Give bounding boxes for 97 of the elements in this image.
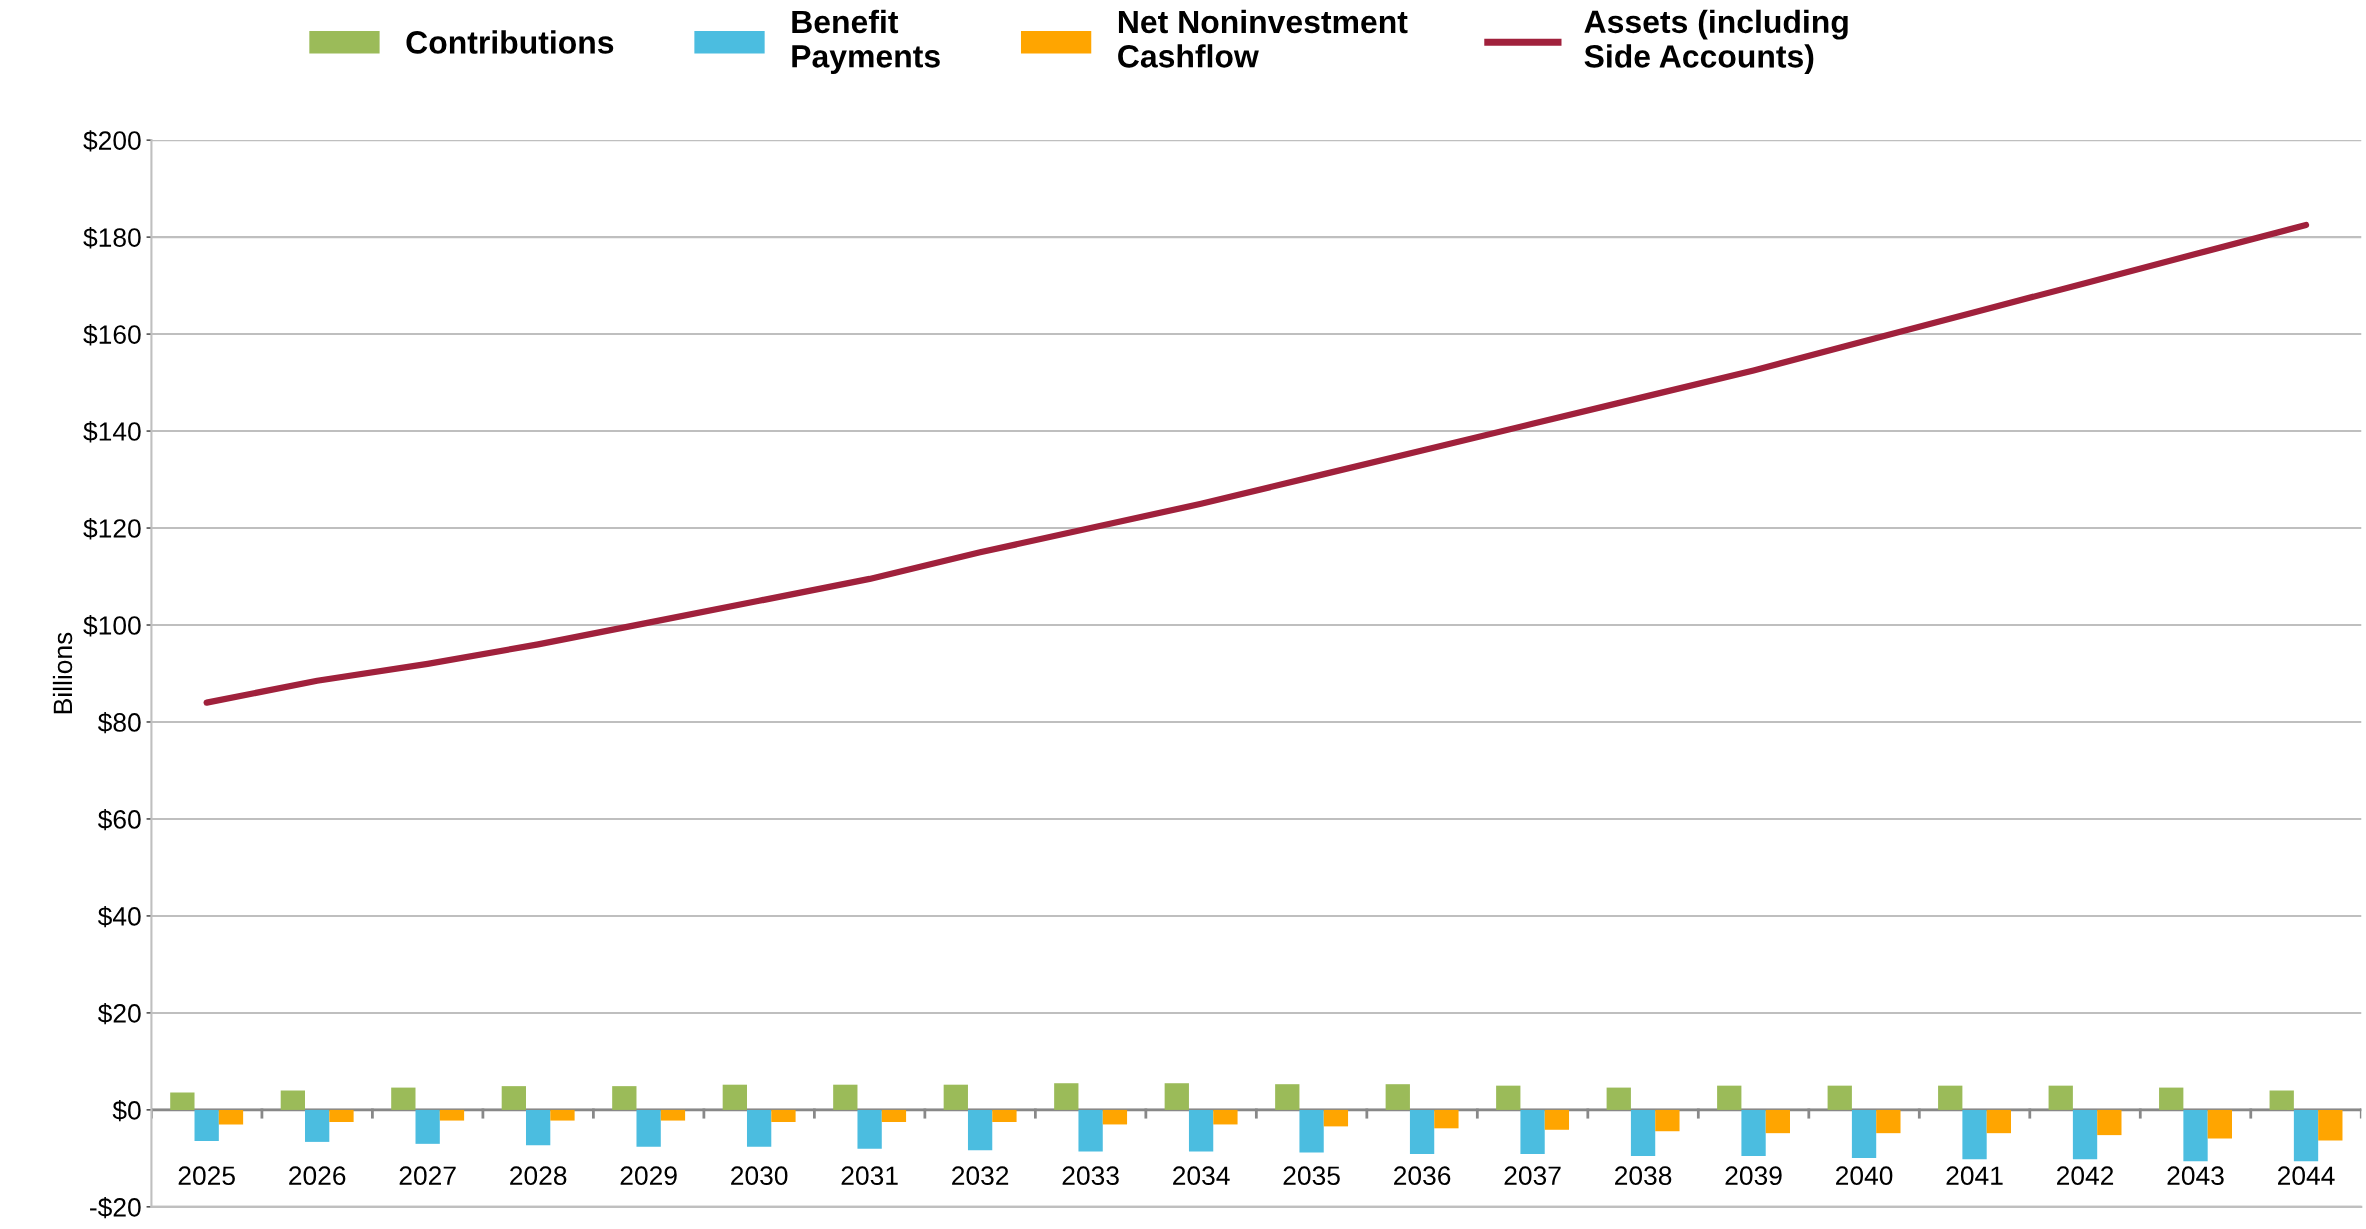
bar <box>1827 1085 1852 1110</box>
bar <box>1520 1109 1545 1155</box>
x-tick-label: 2029 <box>620 1166 677 1186</box>
bar <box>881 1109 907 1123</box>
legend-label: Net Noninvestment Cashflow <box>1118 9 1408 68</box>
y-tick-label: $120 <box>83 518 141 540</box>
bar <box>1323 1109 1349 1127</box>
legend-label: Benefit Payments <box>792 9 940 74</box>
x-tick-label: 2034 <box>1173 1166 1230 1186</box>
bar <box>329 1109 354 1123</box>
y-tick-label: $20 <box>97 1002 141 1025</box>
bar <box>943 1084 968 1110</box>
bar <box>746 1109 772 1147</box>
bar <box>1213 1109 1238 1125</box>
bar <box>722 1084 747 1110</box>
bar <box>612 1086 637 1110</box>
bar <box>1188 1109 1214 1152</box>
y-tick-label: $0 <box>112 1099 141 1122</box>
bar <box>1606 1087 1631 1110</box>
bar <box>1717 1085 1742 1110</box>
bar <box>2318 1109 2343 1141</box>
legend-label: Assets (including Side Accounts) <box>1584 9 1848 75</box>
bar <box>280 1090 306 1110</box>
bar <box>2293 1109 2319 1162</box>
bar <box>2207 1109 2232 1139</box>
y-tick-label: $160 <box>83 324 141 346</box>
bar <box>2183 1109 2208 1162</box>
bar <box>2269 1090 2294 1110</box>
x-tick-label: 2025 <box>178 1166 235 1186</box>
bar <box>660 1109 686 1121</box>
y-tick-label: $80 <box>97 712 141 734</box>
y-tick-label: $200 <box>83 130 141 152</box>
bar <box>501 1086 526 1110</box>
bar <box>1938 1085 1963 1110</box>
x-tick-label: 2030 <box>731 1166 788 1186</box>
bar <box>2072 1109 2098 1160</box>
bar <box>1409 1109 1435 1155</box>
x-tick-label: 2031 <box>841 1166 898 1186</box>
x-tick-label: 2044 <box>2278 1166 2335 1186</box>
bar <box>1496 1085 1521 1110</box>
bar <box>1385 1084 1410 1110</box>
bar <box>218 1109 244 1125</box>
bar <box>1102 1109 1128 1125</box>
bar <box>1741 1109 1766 1156</box>
bar <box>1434 1109 1459 1129</box>
x-tick-label: 2043 <box>2167 1166 2224 1186</box>
y-tick-label: -$20 <box>90 1196 141 1219</box>
x-tick-label: 2041 <box>1946 1166 2003 1186</box>
bar <box>170 1092 195 1110</box>
bar <box>636 1109 661 1147</box>
bar <box>857 1109 882 1149</box>
x-tick-label: 2040 <box>1836 1166 1893 1186</box>
bar <box>1078 1109 1103 1152</box>
bar <box>2097 1109 2122 1136</box>
y-tick-label: $180 <box>83 227 141 249</box>
x-tick-label: 2037 <box>1504 1166 1561 1186</box>
x-tick-label: 2032 <box>952 1166 1009 1186</box>
bar <box>550 1109 575 1121</box>
bar <box>415 1109 440 1144</box>
bar <box>2159 1087 2184 1110</box>
bar <box>1851 1109 1877 1158</box>
x-tick-label: 2027 <box>399 1166 456 1186</box>
bar <box>2048 1085 2073 1110</box>
bar <box>992 1109 1017 1123</box>
x-tick-label: 2026 <box>289 1166 346 1186</box>
bar <box>1765 1109 1791 1134</box>
bar <box>833 1084 858 1110</box>
bar <box>439 1109 465 1121</box>
bar <box>1630 1109 1656 1156</box>
bar <box>1164 1083 1189 1110</box>
bar <box>1275 1084 1300 1110</box>
x-tick-label: 2033 <box>1062 1166 1119 1186</box>
x-tick-label: 2038 <box>1615 1166 1672 1186</box>
y-tick-label: $140 <box>83 421 141 443</box>
x-tick-label: 2042 <box>2057 1166 2114 1186</box>
y-axis-title: Billions <box>52 632 73 714</box>
bar <box>1986 1109 2012 1134</box>
bar <box>967 1109 993 1151</box>
bar <box>525 1109 551 1146</box>
y-tick-label: $40 <box>97 905 141 928</box>
bar <box>1962 1109 1987 1160</box>
bar <box>391 1087 416 1110</box>
legend-label: Contributions <box>406 30 614 54</box>
x-tick-label: 2036 <box>1394 1166 1451 1186</box>
y-tick-label: $60 <box>97 808 141 831</box>
bar <box>1876 1109 1901 1134</box>
x-tick-label: 2039 <box>1725 1166 1782 1186</box>
bar <box>194 1109 219 1141</box>
bar <box>1299 1109 1324 1153</box>
x-tick-label: 2028 <box>510 1166 567 1186</box>
y-tick-label: $100 <box>83 615 141 637</box>
bar <box>1655 1109 1680 1132</box>
x-tick-label: 2035 <box>1283 1166 1340 1186</box>
bar <box>1054 1083 1079 1110</box>
bar <box>305 1109 330 1142</box>
bar <box>1544 1109 1570 1130</box>
bar <box>771 1109 796 1123</box>
